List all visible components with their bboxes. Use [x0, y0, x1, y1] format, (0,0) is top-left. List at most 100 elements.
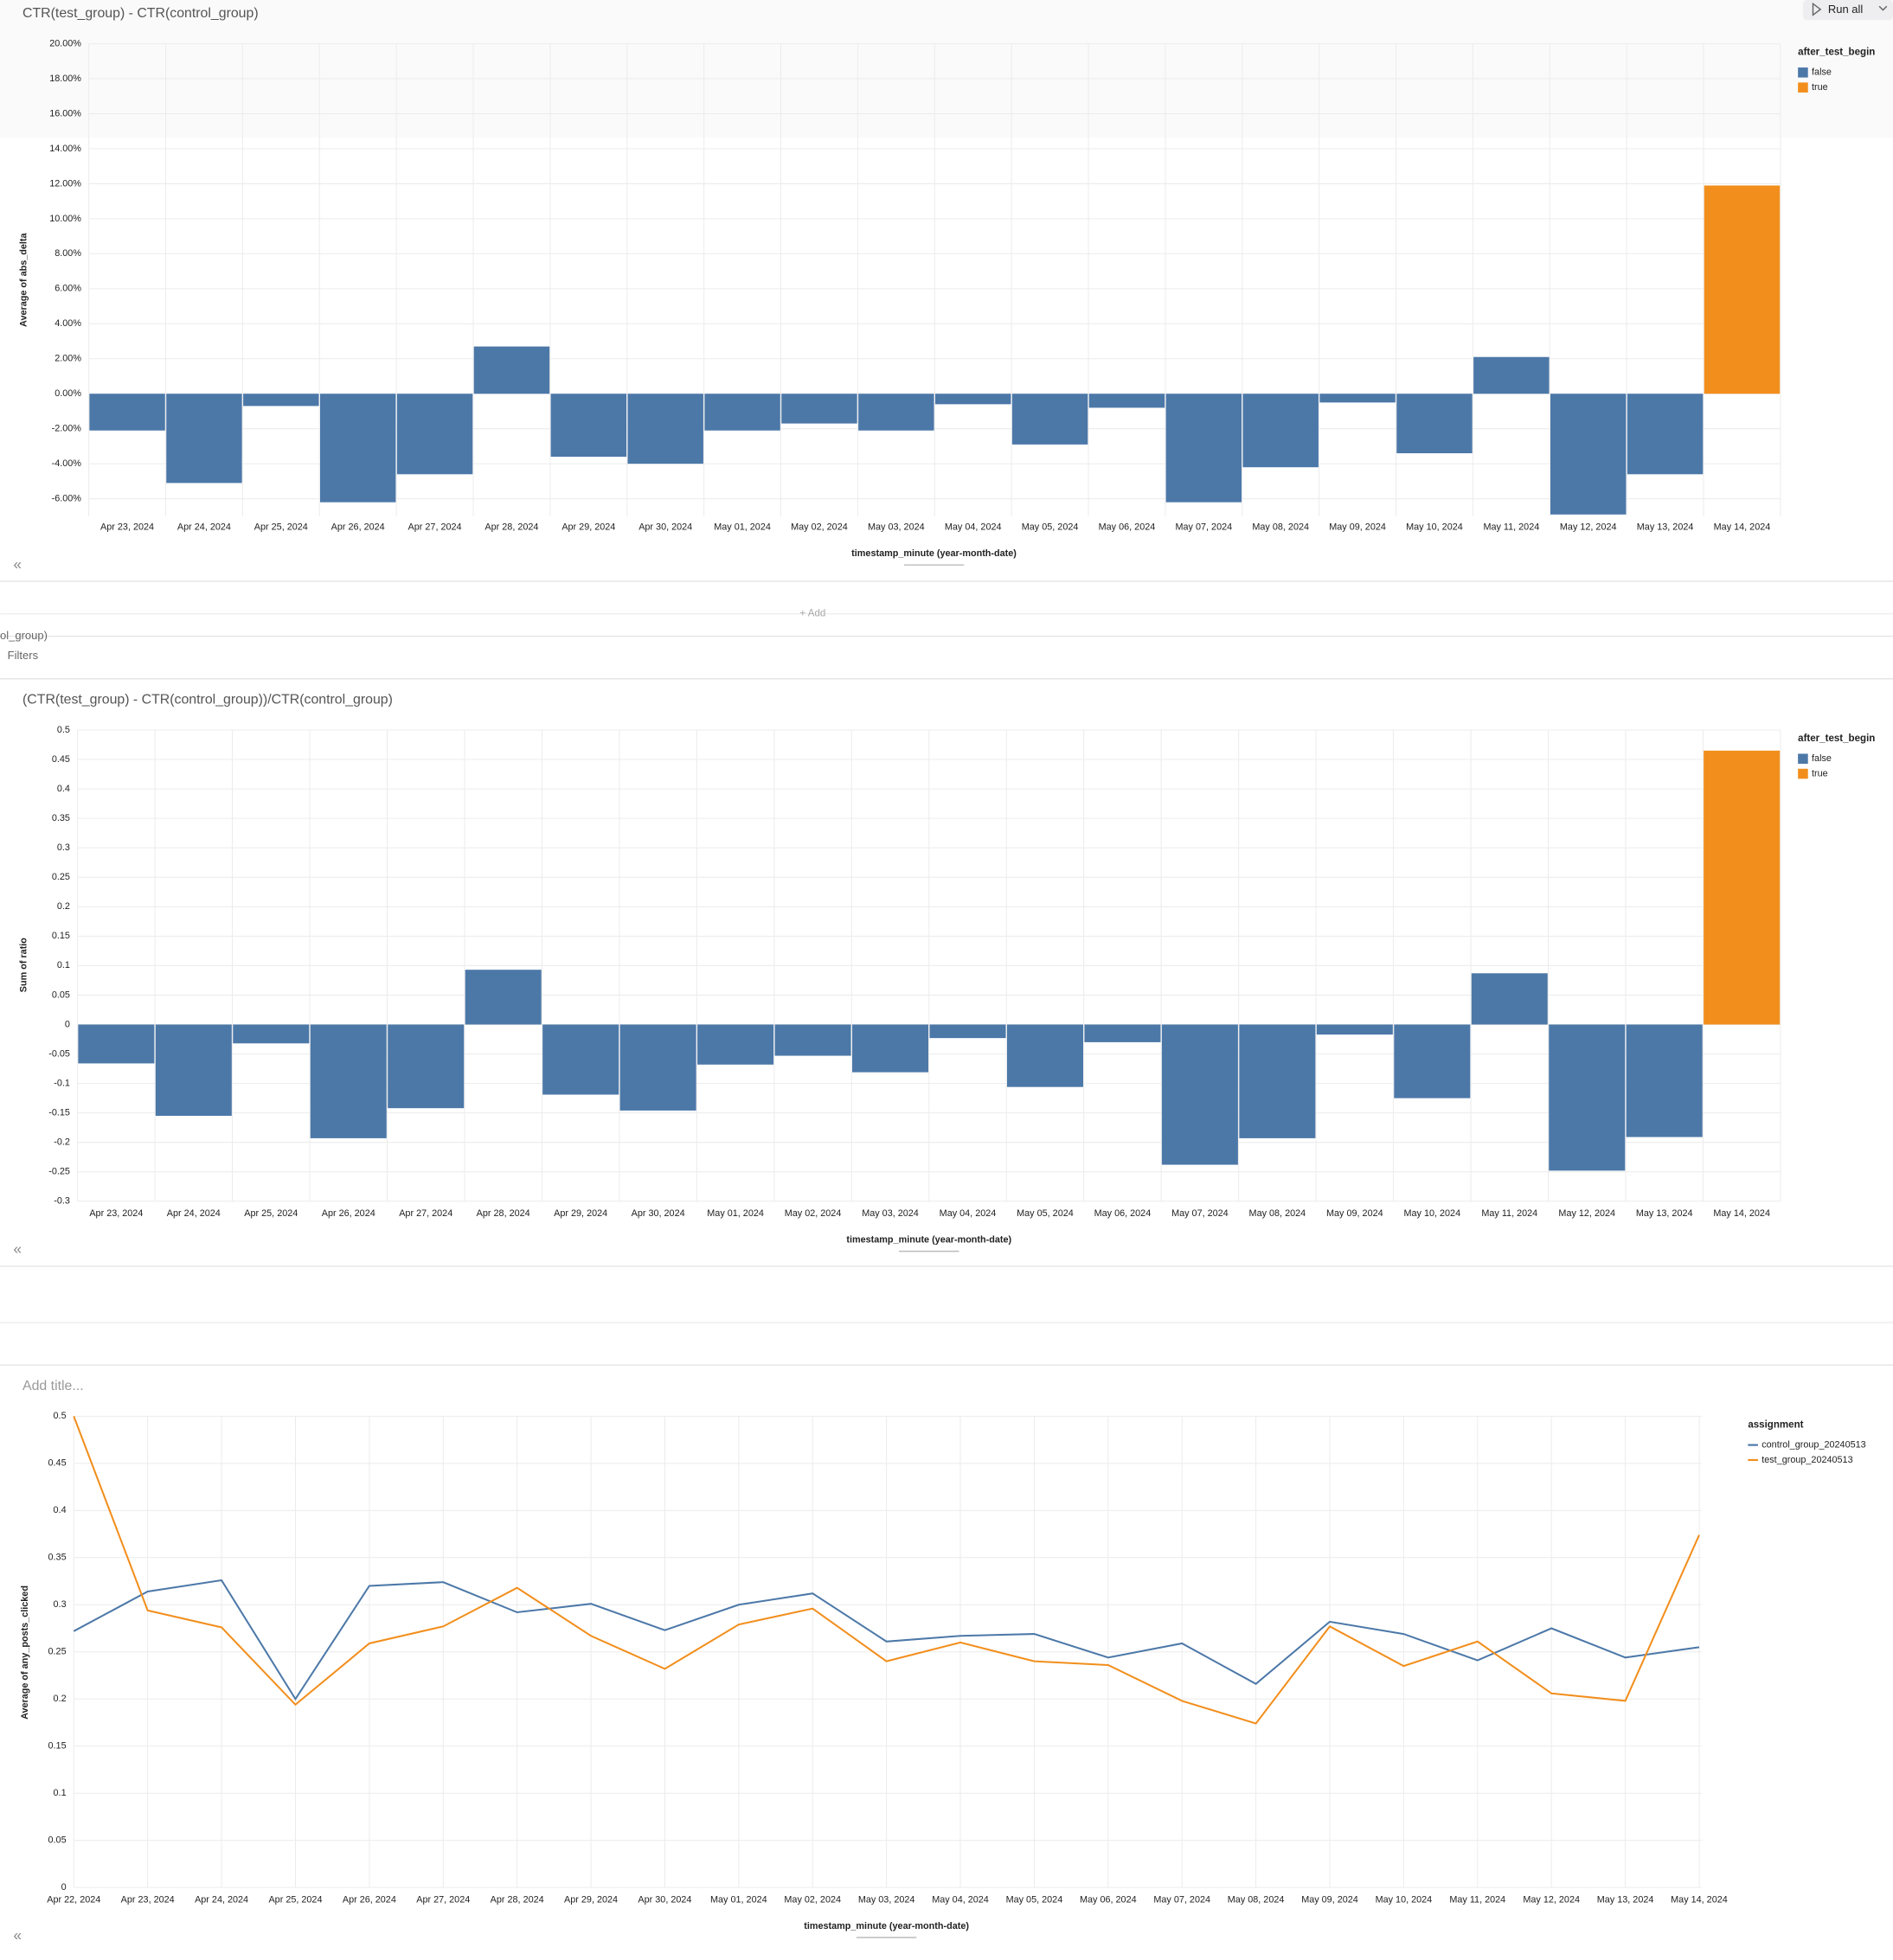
y-tick-label: 14.00% — [49, 144, 81, 154]
bar — [1161, 1024, 1238, 1165]
x-tick-label: May 01, 2024 — [710, 1894, 767, 1905]
y-tick-label: 0.3 — [54, 1599, 67, 1610]
y-tick-label: 0.05 — [48, 1835, 67, 1846]
y-tick-label: 2.00% — [55, 354, 81, 364]
x-tick-label: May 14, 2024 — [1713, 1208, 1770, 1219]
y-tick-label: 0 — [61, 1882, 67, 1893]
x-tick-label: May 13, 2024 — [1636, 1208, 1693, 1219]
x-tick-label: May 01, 2024 — [707, 1208, 764, 1219]
bar — [233, 1024, 310, 1044]
run-all-button[interactable] — [1802, 0, 1893, 21]
bar — [550, 394, 627, 458]
x-tick-label: Apr 30, 2024 — [638, 522, 692, 533]
x-axis-title: timestamp_minute (year-month-date) — [846, 1234, 1011, 1245]
x-tick-label: May 10, 2024 — [1406, 522, 1463, 533]
x-tick-label: May 03, 2024 — [862, 1208, 919, 1219]
y-tick-label: 10.00% — [49, 214, 81, 224]
y-tick-label: 0.00% — [55, 388, 81, 399]
dropdown-icon[interactable] — [1878, 5, 1888, 11]
x-axis-title: timestamp_minute (year-month-date) — [851, 548, 1017, 559]
x-tick-label: May 05, 2024 — [1017, 1208, 1074, 1219]
bar — [1550, 394, 1627, 515]
bar — [1242, 394, 1319, 468]
legend-swatch — [1798, 753, 1808, 764]
bar — [697, 1024, 774, 1065]
bar — [1088, 394, 1165, 408]
bar — [1319, 394, 1396, 403]
legend-title: assignment — [1748, 1420, 1803, 1431]
collapse-icon[interactable]: « — [13, 1240, 22, 1258]
x-tick-label: May 12, 2024 — [1523, 1894, 1580, 1905]
bar — [396, 394, 473, 475]
x-tick-label: May 08, 2024 — [1228, 1894, 1285, 1905]
x-tick-label: May 01, 2024 — [714, 522, 771, 533]
bar — [155, 1024, 232, 1117]
bar — [1316, 1024, 1393, 1035]
x-tick-label: Apr 26, 2024 — [331, 522, 385, 533]
x-tick-label: May 12, 2024 — [1560, 522, 1617, 533]
y-tick-label: -2.00% — [52, 424, 82, 434]
x-tick-label: May 12, 2024 — [1558, 1208, 1615, 1219]
y-tick-label: 0.45 — [48, 1458, 67, 1469]
x-tick-label: Apr 28, 2024 — [491, 1894, 544, 1905]
x-tick-label: May 09, 2024 — [1326, 1208, 1383, 1219]
chart-title: (CTR(test_group) - CTR(control_group))/C… — [22, 692, 393, 707]
y-tick-label: 8.00% — [55, 248, 81, 259]
y-tick-label: 0.45 — [52, 754, 70, 765]
filters-button[interactable]: Filters — [8, 649, 39, 662]
x-tick-label: May 04, 2024 — [932, 1894, 989, 1905]
y-tick-label: 0.35 — [48, 1553, 67, 1563]
run-all-label[interactable]: Run all — [1828, 3, 1864, 16]
x-tick-label: Apr 25, 2024 — [244, 1208, 298, 1219]
x-tick-label: Apr 27, 2024 — [408, 522, 462, 533]
x-tick-label: May 14, 2024 — [1714, 522, 1771, 533]
x-tick-label: Apr 29, 2024 — [564, 1894, 618, 1905]
x-tick-label: May 02, 2024 — [785, 1208, 842, 1219]
x-tick-label: Apr 25, 2024 — [268, 1894, 322, 1905]
bar — [1627, 394, 1704, 475]
y-tick-label: -6.00% — [52, 493, 82, 503]
y-axis-title: Average of abs_delta — [18, 232, 29, 327]
y-tick-label: 0.25 — [48, 1647, 67, 1657]
x-tick-label: May 07, 2024 — [1171, 1208, 1229, 1219]
x-tick-label: May 06, 2024 — [1094, 1208, 1152, 1219]
y-tick-label: 0.4 — [57, 784, 70, 794]
x-tick-label: Apr 27, 2024 — [416, 1894, 470, 1905]
legend-label: false — [1812, 753, 1832, 764]
chart-title: Add title... — [22, 1379, 84, 1393]
x-tick-label: Apr 28, 2024 — [477, 1208, 530, 1219]
x-axis-title: timestamp_minute (year-month-date) — [804, 1921, 969, 1931]
x-tick-label: May 06, 2024 — [1080, 1894, 1137, 1905]
y-tick-label: 18.00% — [49, 74, 81, 84]
x-tick-label: May 09, 2024 — [1301, 1894, 1358, 1905]
bar — [858, 394, 934, 431]
x-tick-label: May 07, 2024 — [1153, 1894, 1210, 1905]
collapse-icon[interactable]: « — [13, 1926, 22, 1944]
add-button[interactable]: + Add — [799, 609, 825, 619]
bar — [542, 1024, 619, 1095]
y-tick-label: 0 — [65, 1019, 70, 1029]
x-tick-label: Apr 27, 2024 — [399, 1208, 452, 1219]
y-tick-label: -4.00% — [52, 458, 82, 469]
x-tick-label: May 10, 2024 — [1376, 1894, 1433, 1905]
bar — [1084, 1024, 1161, 1042]
x-tick-label: Apr 25, 2024 — [254, 522, 308, 533]
y-tick-label: 4.00% — [55, 318, 81, 329]
x-tick-label: May 13, 2024 — [1597, 1894, 1654, 1905]
x-tick-label: May 11, 2024 — [1449, 1894, 1505, 1905]
x-tick-label: May 07, 2024 — [1176, 522, 1233, 533]
bar — [166, 394, 242, 484]
x-tick-label: May 06, 2024 — [1099, 522, 1156, 533]
bar — [465, 970, 542, 1025]
y-tick-label: 0.5 — [54, 1411, 67, 1421]
x-tick-label: May 11, 2024 — [1483, 522, 1539, 533]
header-shade — [0, 0, 1893, 138]
y-tick-label: 0.1 — [57, 960, 70, 970]
bar — [704, 394, 780, 431]
y-tick-label: 20.00% — [49, 38, 81, 48]
bar — [1704, 185, 1781, 394]
collapse-icon[interactable]: « — [13, 555, 22, 573]
legend-swatch — [1798, 768, 1808, 779]
x-tick-label: May 03, 2024 — [858, 1894, 915, 1905]
